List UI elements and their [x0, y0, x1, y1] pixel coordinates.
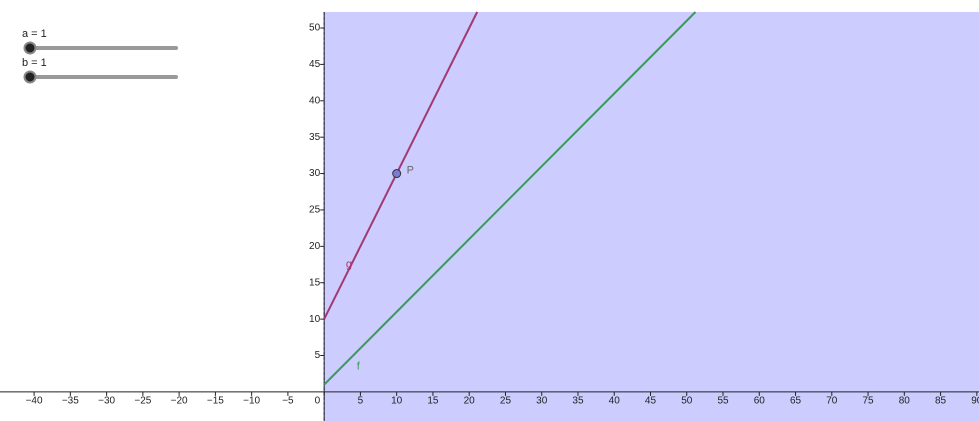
y-tick-label: 45: [309, 59, 321, 70]
x-tick-label: 10: [391, 396, 403, 407]
x-tick-label: 20: [464, 396, 476, 407]
slider-label: b = 1: [22, 57, 47, 69]
x-tick-label: −15: [207, 396, 224, 407]
x-tick-label: 30: [536, 396, 548, 407]
x-tick-label: 45: [645, 396, 657, 407]
y-tick-label: 35: [309, 132, 321, 143]
x-tick-label: 0: [315, 396, 321, 407]
x-tick-label: 90: [971, 396, 979, 407]
function-label: g: [346, 258, 352, 270]
x-tick-label: 75: [862, 396, 874, 407]
y-tick-label: 40: [309, 95, 321, 106]
x-tick-label: 40: [609, 396, 621, 407]
x-tick-label: 15: [427, 396, 439, 407]
shaded-region: [324, 12, 979, 421]
x-tick-label: −5: [282, 396, 294, 407]
x-tick-label: 60: [754, 396, 766, 407]
function-label: f: [357, 360, 361, 372]
slider-knob[interactable]: [23, 41, 37, 55]
y-tick-label: 50: [309, 23, 321, 34]
x-tick-label: 50: [681, 396, 693, 407]
x-tick-label: 25: [500, 396, 512, 407]
y-tick-label: 25: [309, 205, 321, 216]
x-tick-label: 35: [572, 396, 584, 407]
y-tick-label: 30: [309, 168, 321, 179]
point-label: P: [407, 164, 414, 176]
x-tick-label: 85: [935, 396, 947, 407]
slider-knob[interactable]: [23, 70, 37, 84]
y-tick-label: 5: [315, 350, 321, 361]
x-tick-label: −40: [26, 396, 43, 407]
x-tick-label: −20: [171, 396, 188, 407]
y-tick-label: 15: [309, 277, 321, 288]
function-graph: [323, 11, 697, 386]
x-tick-label: −10: [243, 396, 260, 407]
x-tick-label: 65: [790, 396, 802, 407]
x-tick-label: −25: [134, 396, 151, 407]
slider-b[interactable]: b = 1: [22, 57, 178, 84]
x-tick-label: 5: [358, 396, 364, 407]
x-tick-label: 55: [717, 396, 729, 407]
x-tick-label: −35: [62, 396, 79, 407]
slider-a[interactable]: a = 1: [22, 28, 178, 55]
y-tick-label: 10: [309, 314, 321, 325]
x-tick-label: 80: [899, 396, 911, 407]
point: [392, 169, 402, 179]
x-tick-label: 70: [826, 396, 838, 407]
function-graph: [323, 11, 479, 320]
x-tick-label: −30: [98, 396, 115, 407]
slider-label: a = 1: [22, 28, 47, 40]
y-tick-label: 20: [309, 241, 321, 252]
